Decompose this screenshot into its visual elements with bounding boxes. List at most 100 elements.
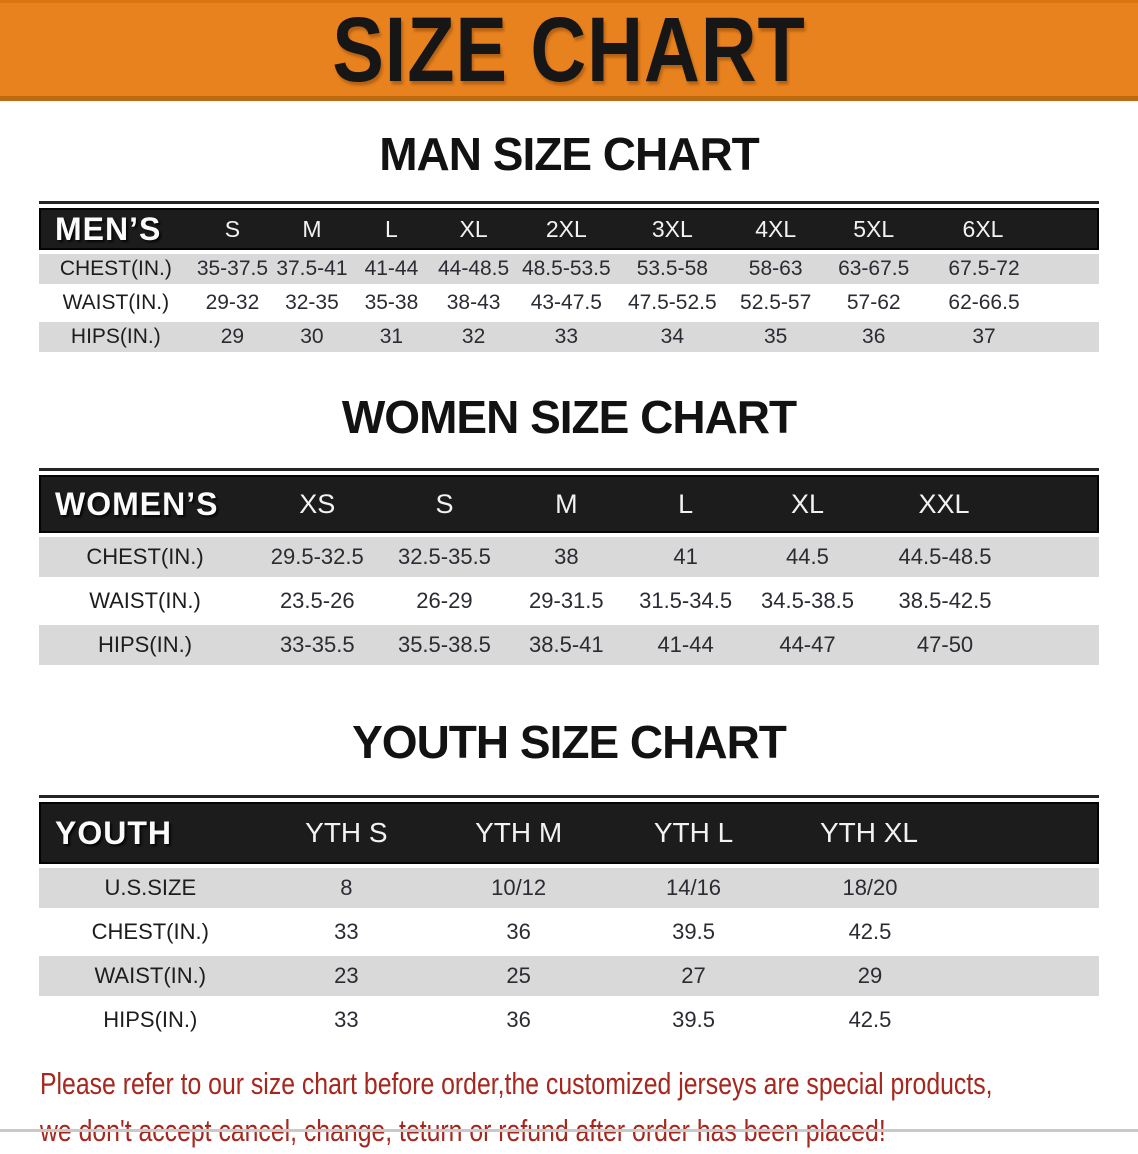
size-cell: 36	[431, 912, 607, 952]
size-cell: 47-50	[871, 625, 1099, 665]
womens-header-label: WOMEN’S	[39, 475, 251, 533]
size-cell: 35-37.5	[192, 254, 273, 284]
size-cell: 29.5-32.5	[251, 537, 384, 577]
size-cell: 35	[727, 322, 824, 352]
row-label: WAIST(IN.)	[39, 956, 262, 996]
size-cell: 38.5-41	[505, 625, 628, 665]
size-cell: 33	[261, 912, 432, 952]
table-row: WAIST(IN.) 29-32 32-35 35-38 38-43 43-47…	[39, 288, 1099, 318]
youth-size-chart-heading: YOUTH SIZE CHART	[352, 716, 787, 768]
size-cell: 29	[780, 956, 1099, 996]
size-cell: 42.5	[780, 1000, 1099, 1040]
mens-col-header: 5XL	[823, 208, 925, 250]
size-cell: 31.5-34.5	[627, 581, 744, 621]
table-row: HIPS(IN.) 29 30 31 32 33 34 35 36 37	[39, 322, 1099, 352]
size-cell: 62-66.5	[924, 288, 1099, 318]
disclaimer-note: Please refer to our size chart before or…	[40, 1060, 993, 1154]
mens-size-table: MEN’S S M L XL 2XL 3XL 4XL 5XL 6XL CHEST…	[39, 204, 1099, 356]
womens-header-row: WOMEN’S XS S M L XL XXL	[39, 475, 1099, 533]
size-cell: 30	[272, 322, 352, 352]
table-row: CHEST(IN.) 33 36 39.5 42.5	[39, 912, 1099, 952]
size-cell: 32.5-35.5	[383, 537, 506, 577]
row-label: CHEST(IN.)	[39, 912, 262, 952]
mens-size-table-wrap: MEN’S S M L XL 2XL 3XL 4XL 5XL 6XL CHEST…	[39, 201, 1099, 356]
size-cell: 34.5-38.5	[743, 581, 872, 621]
size-cell: 35.5-38.5	[383, 625, 506, 665]
size-cell: 52.5-57	[727, 288, 824, 318]
table-row: CHEST(IN.) 35-37.5 37.5-41 41-44 44-48.5…	[39, 254, 1099, 284]
row-label: CHEST(IN.)	[39, 537, 251, 577]
row-label: U.S.SIZE	[39, 868, 262, 908]
mens-col-header: 4XL	[727, 208, 824, 250]
size-cell: 38	[505, 537, 628, 577]
size-cell: 53.5-58	[616, 254, 728, 284]
size-chart-title: SIZE CHART	[332, 0, 806, 101]
size-cell: 44.5	[743, 537, 872, 577]
size-cell: 14/16	[606, 868, 781, 908]
size-cell: 33	[515, 322, 617, 352]
mens-col-header: 6XL	[924, 208, 1099, 250]
size-cell: 47.5-52.5	[616, 288, 728, 318]
womens-col-header: L	[627, 475, 744, 533]
mens-col-header: M	[272, 208, 352, 250]
size-cell: 8	[261, 868, 432, 908]
size-cell: 26-29	[383, 581, 506, 621]
size-cell: 23	[261, 956, 432, 996]
row-label: WAIST(IN.)	[39, 288, 193, 318]
womens-size-table-wrap: WOMEN’S XS S M L XL XXL CHEST(IN.) 29.5-…	[39, 468, 1099, 669]
size-cell: 44-47	[743, 625, 872, 665]
youth-col-header: YTH XL	[780, 802, 1099, 864]
size-cell: 41	[627, 537, 744, 577]
mens-header-label: MEN’S	[39, 208, 193, 250]
size-cell: 42.5	[780, 912, 1099, 952]
size-cell: 23.5-26	[251, 581, 384, 621]
youth-header-row: YOUTH YTH S YTH M YTH L YTH XL	[39, 802, 1099, 864]
size-cell: 32	[431, 322, 516, 352]
size-cell: 58-63	[727, 254, 824, 284]
size-cell: 57-62	[823, 288, 925, 318]
youth-col-header: YTH L	[606, 802, 781, 864]
size-cell: 39.5	[606, 912, 781, 952]
mens-header-row: MEN’S S M L XL 2XL 3XL 4XL 5XL 6XL	[39, 208, 1099, 250]
youth-col-header: YTH S	[261, 802, 432, 864]
table-row: WAIST(IN.) 23.5-26 26-29 29-31.5 31.5-34…	[39, 581, 1099, 621]
size-cell: 29	[192, 322, 273, 352]
size-chart-banner: SIZE CHART	[0, 0, 1138, 101]
bottom-edge-line	[0, 1129, 1138, 1132]
womens-col-header: XXL	[871, 475, 1099, 533]
size-cell: 31	[351, 322, 432, 352]
size-cell: 37	[924, 322, 1099, 352]
size-cell: 35-38	[351, 288, 432, 318]
table-row: U.S.SIZE 8 10/12 14/16 18/20	[39, 868, 1099, 908]
mens-col-header: 2XL	[515, 208, 617, 250]
size-cell: 33	[261, 1000, 432, 1040]
youth-header-label: YOUTH	[39, 802, 262, 864]
row-label: WAIST(IN.)	[39, 581, 251, 621]
womens-col-header: M	[505, 475, 628, 533]
size-cell: 44.5-48.5	[871, 537, 1099, 577]
table-row: HIPS(IN.) 33 36 39.5 42.5	[39, 1000, 1099, 1040]
table-row: WAIST(IN.) 23 25 27 29	[39, 956, 1099, 996]
size-cell: 39.5	[606, 1000, 781, 1040]
table-row: HIPS(IN.) 33-35.5 35.5-38.5 38.5-41 41-4…	[39, 625, 1099, 665]
size-cell: 25	[431, 956, 607, 996]
size-cell: 27	[606, 956, 781, 996]
size-cell: 33-35.5	[251, 625, 384, 665]
mens-col-header: L	[351, 208, 432, 250]
row-label: HIPS(IN.)	[39, 322, 193, 352]
youth-size-table-wrap: YOUTH YTH S YTH M YTH L YTH XL U.S.SIZE …	[39, 795, 1099, 1044]
size-cell: 48.5-53.5	[515, 254, 617, 284]
row-label: HIPS(IN.)	[39, 1000, 262, 1040]
size-cell: 38.5-42.5	[871, 581, 1099, 621]
size-cell: 41-44	[627, 625, 744, 665]
size-cell: 43-47.5	[515, 288, 617, 318]
size-cell: 29-32	[192, 288, 273, 318]
size-cell: 36	[823, 322, 925, 352]
womens-size-table: WOMEN’S XS S M L XL XXL CHEST(IN.) 29.5-…	[39, 471, 1099, 669]
size-cell: 37.5-41	[272, 254, 352, 284]
disclaimer-line-1: Please refer to our size chart before or…	[40, 1066, 993, 1101]
size-cell: 63-67.5	[823, 254, 925, 284]
size-cell: 34	[616, 322, 728, 352]
size-cell: 41-44	[351, 254, 432, 284]
women-size-chart-heading: WOMEN SIZE CHART	[341, 391, 797, 443]
